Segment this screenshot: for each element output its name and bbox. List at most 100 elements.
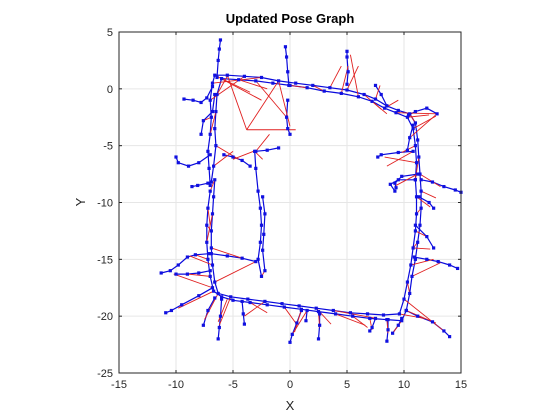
pose-node — [418, 172, 422, 176]
pose-node — [210, 212, 215, 216]
pose-node — [164, 311, 168, 315]
pose-node — [373, 83, 378, 88]
loop-closure-edge — [211, 247, 243, 259]
pose-node — [362, 92, 366, 97]
pose-node — [284, 115, 289, 119]
pose-node — [386, 328, 390, 332]
loop-closure-edge — [409, 113, 438, 139]
loop-closure-edge — [415, 230, 428, 238]
x-tick-label: 5 — [344, 379, 350, 391]
pose-node — [210, 286, 215, 290]
pose-node — [416, 172, 420, 176]
pose-node — [379, 92, 383, 97]
pose-node — [213, 127, 217, 131]
y-axis-label: Y — [73, 197, 88, 206]
pose-node — [217, 47, 221, 51]
pose-node — [261, 195, 265, 199]
pose-node — [394, 186, 398, 190]
loop-closure-edge — [255, 134, 270, 152]
pose-node — [393, 189, 397, 193]
pose-node — [201, 119, 205, 123]
pose-edge-path — [284, 46, 290, 86]
pose-node — [316, 337, 321, 341]
pose-edge-path — [216, 39, 222, 78]
loop-closure-edge — [375, 85, 381, 100]
pose-node — [295, 321, 299, 325]
pose-node — [197, 161, 201, 165]
pose-node — [288, 132, 292, 136]
pose-node — [206, 308, 210, 313]
pose-node — [400, 316, 404, 321]
loop-closure-edge — [217, 298, 228, 323]
pose-node — [345, 49, 349, 53]
pose-node — [206, 181, 210, 185]
pose-node — [225, 73, 229, 77]
pose-node — [396, 108, 400, 113]
pose-node — [396, 150, 400, 155]
x-tick-label: 10 — [398, 379, 410, 391]
pose-node — [425, 106, 429, 110]
pose-node — [305, 86, 309, 90]
loop-closure-edge — [209, 111, 217, 135]
pose-node — [413, 109, 417, 114]
pose-node — [328, 86, 332, 90]
pose-node — [290, 332, 294, 336]
pose-node — [208, 132, 212, 136]
pose-node — [180, 303, 184, 307]
pose-node — [213, 73, 217, 77]
loop-closure-edge — [335, 313, 366, 326]
loop-closure-edge — [215, 145, 239, 160]
loop-closure-edge — [407, 114, 430, 118]
loop-closure-edge — [214, 261, 257, 283]
pose-node — [408, 291, 412, 296]
pose-node — [286, 127, 290, 131]
pose-node — [231, 298, 235, 302]
pose-node — [432, 246, 436, 250]
pose-node — [435, 112, 439, 116]
pose-node — [394, 111, 398, 115]
pose-node — [206, 149, 210, 153]
loop-closure-edge — [312, 85, 325, 92]
pose-node — [402, 297, 406, 301]
pose-node — [416, 240, 420, 244]
pose-node — [425, 257, 429, 261]
pose-node — [240, 299, 244, 303]
pose-node — [316, 310, 321, 314]
pose-node — [209, 252, 213, 256]
pose-node — [405, 115, 410, 119]
pose-node — [286, 98, 290, 102]
pose-node — [280, 302, 284, 306]
chart-title: Updated Pose Graph — [226, 11, 355, 26]
loop-closure-edge — [386, 150, 414, 167]
pose-node — [373, 316, 378, 321]
pose-node — [385, 104, 389, 108]
pose-node — [418, 223, 422, 227]
loop-closure-edge — [178, 290, 214, 309]
pose-node — [208, 274, 212, 278]
pose-node — [208, 153, 212, 157]
pose-node — [314, 306, 318, 310]
y-tick-label: 0 — [107, 84, 113, 96]
loop-closure-edge — [384, 156, 417, 164]
pose-node — [254, 260, 258, 264]
pose-node — [442, 329, 446, 333]
pose-node — [345, 88, 349, 92]
pose-node — [215, 92, 219, 97]
pose-node — [206, 206, 210, 210]
pose-node — [388, 182, 392, 186]
pose-node — [348, 311, 353, 315]
pose-node — [376, 155, 380, 159]
pose-node — [405, 280, 410, 284]
pose-node — [263, 212, 267, 216]
loop-closure-edge — [221, 78, 251, 93]
pose-node — [386, 317, 390, 322]
pose-node — [254, 79, 258, 83]
loop-closure-edge — [244, 301, 266, 317]
pose-node — [368, 316, 372, 321]
loop-closure-edge — [411, 262, 441, 277]
pose-node — [277, 79, 281, 83]
loop-closure-edge — [413, 247, 431, 250]
pose-node — [213, 280, 217, 284]
pose-node — [186, 164, 191, 168]
